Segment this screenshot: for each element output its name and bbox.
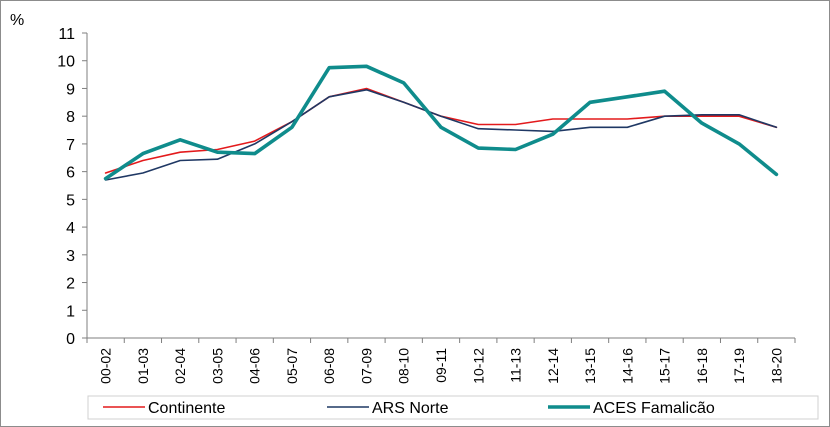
y-tick-label: 11 (58, 26, 75, 43)
y-tick-label: 3 (66, 248, 75, 265)
x-tick-label: 16-18 (694, 348, 710, 384)
series-line-2 (104, 89, 778, 181)
legend: Continente ARS Norte ACES Famalicão (87, 395, 819, 420)
y-axis-label: % (10, 12, 24, 29)
x-tick-label: 17-19 (731, 348, 747, 384)
legend-label-3: ACES Famalicão (593, 400, 715, 417)
axes (86, 33, 795, 339)
x-tick-label: 02-04 (172, 348, 188, 384)
x-tick-label: 10-12 (470, 348, 486, 384)
x-axis-ticks: 00-02 01-03 02-04 03-05 04-06 05-07 06-08 07-09… (86, 338, 796, 384)
x-tick-label: 01-03 (135, 348, 151, 384)
x-tick-label: 04-06 (247, 348, 263, 384)
y-tick-label: 5 (66, 192, 75, 209)
y-tick-label: 10 (57, 54, 75, 71)
y-tick-label: 7 (66, 137, 75, 154)
legend-box (87, 395, 819, 420)
y-tick-label: 9 (66, 81, 75, 98)
x-tick-label: 07-09 (358, 348, 374, 384)
x-tick-label: 13-15 (582, 348, 598, 384)
x-tick-label: 18-20 (768, 348, 784, 384)
x-tick-label: 12-14 (545, 348, 561, 384)
x-tick-label: 00-02 (98, 348, 114, 384)
x-tick-label: 14-16 (619, 348, 635, 384)
series-lines (103, 64, 779, 181)
y-axis-label-group: % (10, 12, 24, 29)
y-tick-label: 1 (66, 303, 75, 320)
x-tick-label: 06-08 (321, 348, 337, 384)
legend-label-2: ARS Norte (372, 400, 449, 417)
y-tick-label: 4 (66, 220, 75, 237)
y-axis-ticks: 0 1 2 3 4 5 6 7 8 9 10 11 (57, 26, 87, 348)
y-tick-label: 8 (66, 109, 75, 126)
x-tick-label: 15-17 (657, 348, 673, 384)
y-tick-label: 6 (66, 165, 75, 182)
series-line-3 (103, 64, 779, 181)
x-tick-label: 08-10 (396, 348, 412, 384)
y-tick-label: 0 (66, 331, 75, 348)
x-tick-label: 05-07 (284, 348, 300, 384)
x-tick-label: 09-11 (433, 348, 449, 383)
legend-label-1: Continente (148, 400, 225, 417)
x-tick-label: 11-13 (508, 348, 524, 383)
y-tick-label: 2 (66, 276, 75, 293)
x-tick-label: 03-05 (209, 348, 225, 384)
